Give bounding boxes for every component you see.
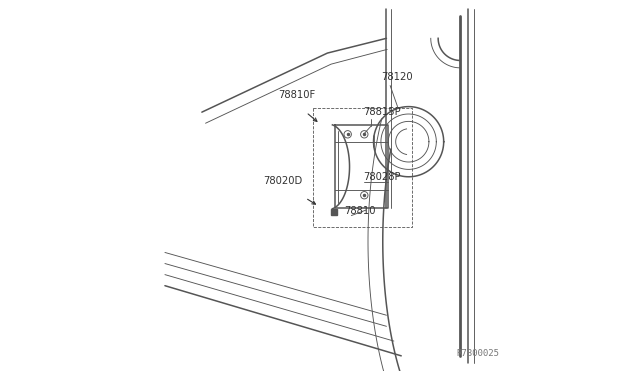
Text: 78020D: 78020D [263, 176, 302, 186]
Text: 78810: 78810 [344, 206, 376, 215]
Text: 78120: 78120 [381, 72, 413, 82]
Text: 78815P: 78815P [364, 107, 401, 116]
Text: 78028P: 78028P [364, 171, 401, 182]
Text: R7800025: R7800025 [456, 349, 499, 358]
Text: 78810F: 78810F [278, 90, 316, 100]
